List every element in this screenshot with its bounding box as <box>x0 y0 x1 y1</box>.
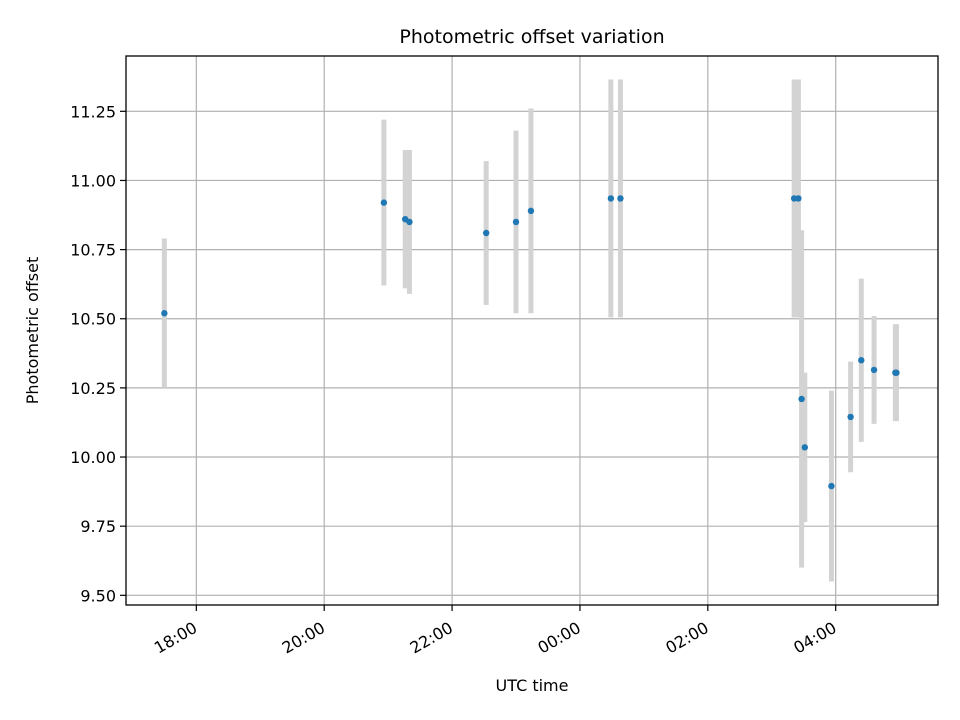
x-axis-ticks: 18:00 20:00 22:00 00:00 02:00 04:00 <box>151 605 840 658</box>
error-bars <box>161 79 899 582</box>
x-tick-label: 22:00 <box>407 618 456 658</box>
data-points <box>161 195 900 490</box>
x-tick-label: 20:00 <box>279 618 328 658</box>
data-point <box>406 218 413 226</box>
chart-title: Photometric offset variation <box>399 26 664 48</box>
x-tick-label: 02:00 <box>662 618 711 658</box>
data-point <box>617 195 624 202</box>
data-point <box>870 366 878 374</box>
plot-frame <box>125 55 939 606</box>
data-point <box>893 369 900 376</box>
y-tick-label: 10.50 <box>70 310 116 329</box>
y-tick-label: 9.50 <box>80 586 116 605</box>
x-axis-label: UTC time <box>496 676 569 695</box>
y-tick-label: 11.25 <box>70 102 116 121</box>
y-axis-ticks: 9.50 9.75 10.00 10.25 10.50 10.75 11.00 11.25 <box>70 102 126 605</box>
data-point <box>527 207 535 215</box>
data-point <box>482 229 490 237</box>
data-point <box>828 482 835 490</box>
data-point <box>847 413 854 421</box>
data-point <box>380 199 388 206</box>
x-tick-label: 18:00 <box>151 618 200 658</box>
data-point <box>801 444 808 451</box>
y-tick-label: 9.75 <box>80 517 116 536</box>
data-point <box>858 357 865 364</box>
data-point <box>161 310 168 317</box>
data-point <box>798 395 805 403</box>
y-axis-label: Photometric offset <box>23 257 42 405</box>
y-tick-label: 11.00 <box>70 171 116 190</box>
y-tick-label: 10.25 <box>70 379 116 398</box>
data-point <box>795 195 802 202</box>
data-point <box>512 218 520 226</box>
x-tick-label: 00:00 <box>535 618 584 658</box>
y-tick-label: 10.75 <box>70 241 116 260</box>
x-tick-label: 04:00 <box>790 618 839 658</box>
data-point <box>607 195 615 202</box>
y-tick-label: 10.00 <box>70 448 116 467</box>
